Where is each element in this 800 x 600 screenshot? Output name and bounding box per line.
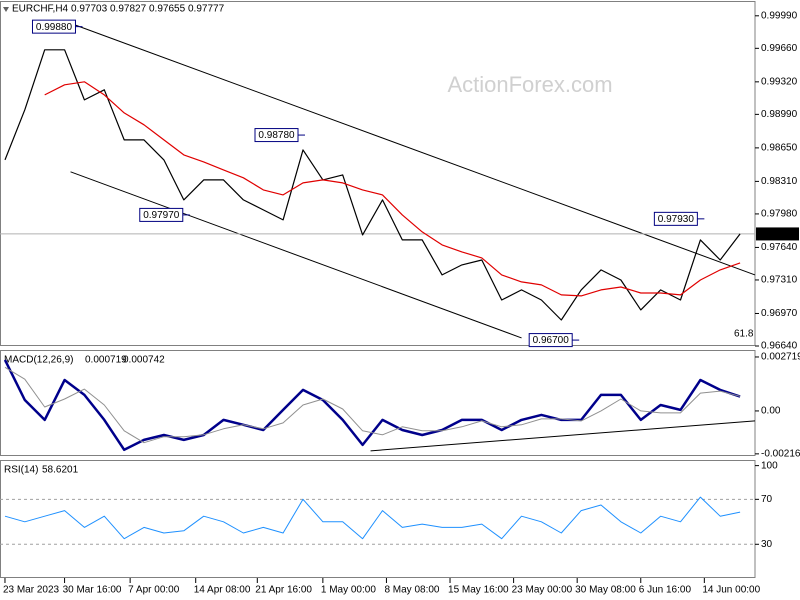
menu-icon [3,7,9,12]
series-line [4,496,741,540]
trendline [370,420,756,452]
y-tick-label: 0.96640 [761,341,798,352]
signal-reading: 0.000742 [123,355,165,366]
x-tick-label: 14 Jun 00:00 [702,585,760,596]
annotation-label: 0.97930 [658,214,695,225]
x-tick-label: 1 May 00:00 [321,585,376,596]
y-tick-label: 0.97980 [761,209,798,220]
rsi-title: RSI(14) [4,465,38,476]
y-tick-label: 0.99320 [761,76,798,87]
annotation-label: 0.99880 [36,22,73,33]
series-line [4,366,741,444]
y-tick-label: 0.98650 [761,143,798,154]
y-tick-label: 0.99660 [761,43,798,54]
y-tick-label: 0.002719 [761,352,800,363]
macd-title: MACD(12,26,9) [4,355,73,366]
y-tick-label: 70 [761,494,773,505]
symbol: EURCHF,H4 [12,4,69,15]
y-tick-label: 30 [761,539,773,550]
trendline [74,24,756,276]
y-tick-label: 0.00 [761,406,781,417]
close: 0.97777 [188,4,225,15]
series-line [44,81,741,297]
main-panel [0,1,756,346]
annotation-label: 0.97970 [143,210,180,221]
series-line [4,49,741,321]
x-tick-label: 30 Mar 16:00 [63,585,122,596]
annotation-box [254,128,299,143]
y-tick-label: 0.98990 [761,109,798,120]
x-tick-label: 6 Jun 16:00 [639,585,692,596]
y-tick-label: 0.99990 [761,10,798,21]
x-tick-label: 30 May 08:00 [575,585,636,596]
high: 0.97827 [110,4,147,15]
open: 0.97703 [71,4,108,15]
fib-label: 61.8 [734,329,754,340]
trendline [70,171,522,339]
y-tick-label: 0.97640 [761,242,798,253]
annotation-label: 0.96700 [533,335,570,346]
y-tick-label: 0.96970 [761,308,798,319]
x-tick-label: 21 Apr 16:00 [255,585,312,596]
y-tick-label: -0.002162 [761,448,800,459]
annotation-box [31,19,76,34]
low: 0.97655 [149,4,186,15]
rsi-panel [0,460,756,578]
y-tick-label: 0.97310 [761,275,798,286]
annotation-label: 0.98780 [258,130,295,141]
x-tick-label: 15 May 16:00 [448,585,509,596]
y-tick-label: 100 [761,460,778,471]
rsi-reading: 58.6201 [42,465,79,476]
x-tick-label: 8 May 08:00 [384,585,439,596]
annotation-box [528,333,573,348]
x-tick-label: 14 Apr 08:00 [194,585,251,596]
x-tick-label: 23 May 00:00 [512,585,573,596]
watermark: ActionForex.com [447,72,612,97]
last-price-label: 0.97777 [760,229,797,240]
annotation-box [139,207,184,222]
annotation-box [653,211,698,226]
y-tick-label: 0.98310 [761,176,798,187]
macd-reading: 0.000719 [85,355,127,366]
x-tick-label: 23 Mar 2023 [3,585,60,596]
last-price-box [756,227,799,241]
macd-panel [0,350,756,456]
x-tick-label: 7 Apr 00:00 [128,585,180,596]
